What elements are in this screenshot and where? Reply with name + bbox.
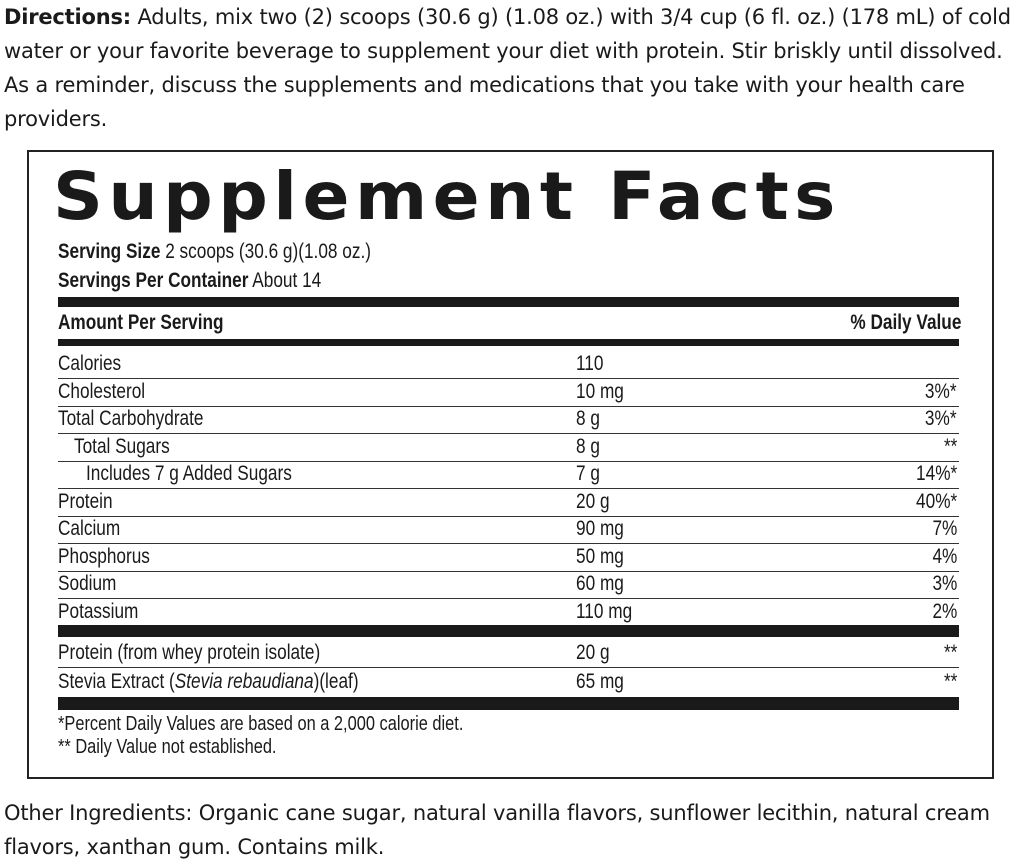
nutrient-amount: 8 g — [576, 407, 600, 430]
table-row: Total Carbohydrate 8 g 3%* — [58, 406, 959, 434]
nutrient-amount: 60 mg — [576, 572, 624, 595]
nutrient-amount: 65 mg — [576, 670, 624, 693]
serving-size-value: 2 scoops (30.6 g)(1.08 oz.) — [160, 240, 371, 263]
footnote-dv: *Percent Daily Values are based on a 2,0… — [58, 713, 464, 735]
name-part: )(leaf) — [313, 670, 359, 693]
daily-value-header: % Daily Value — [849, 311, 961, 334]
nutrient-name: Stevia Extract (Stevia rebaudiana)(leaf) — [58, 670, 359, 694]
amount-per-serving-header: Amount Per Serving — [58, 311, 224, 334]
thick-divider — [58, 697, 959, 710]
footnote-not-established: ** Daily Value not established. — [58, 736, 277, 758]
table-row: Potassium 110 mg 2% — [58, 599, 959, 626]
nutrient-dv: 2% — [932, 599, 957, 623]
serving-size-label: Serving Size — [58, 240, 161, 263]
table-row: Protein 20 g 40%* — [58, 489, 959, 517]
table-row: Includes 7 g Added Sugars 7 g 14%* — [58, 461, 959, 489]
nutrient-name: Phosphorus — [58, 544, 150, 568]
nutrient-amount: 110 — [576, 352, 604, 375]
thick-divider — [58, 625, 959, 637]
nutrient-amount: 90 mg — [576, 517, 624, 540]
nutrient-dv: 7% — [932, 517, 957, 540]
nutrient-dv: ** — [943, 641, 957, 664]
nutrient-amount: 50 mg — [576, 544, 624, 568]
nutrient-amount: 7 g — [576, 462, 600, 485]
nutrient-dv: 3% — [932, 572, 957, 595]
other-ingredients: Other Ingredients: Organic cane sugar, n… — [4, 801, 990, 859]
nutrient-name: Calcium — [58, 517, 121, 540]
nutrient-name: Total Carbohydrate — [58, 407, 204, 430]
name-part: Stevia Extract ( — [58, 670, 175, 693]
nutrient-amount: 10 mg — [576, 379, 624, 403]
nutrient-name: Protein — [58, 489, 113, 513]
table-row: Phosphorus 50 mg 4% — [58, 544, 959, 572]
nutrient-amount: 20 g — [576, 641, 610, 664]
latin-name: Stevia rebaudiana — [174, 670, 314, 693]
table-row: Stevia Extract (Stevia rebaudiana)(leaf)… — [58, 669, 959, 696]
table-row: Protein (from whey protein isolate) 20 g… — [58, 640, 959, 668]
nutrient-amount: 8 g — [576, 434, 600, 458]
nutrient-dv: 14%* — [915, 462, 957, 485]
servings-label: Servings Per Container — [58, 269, 249, 292]
nutrient-dv: 3%* — [925, 407, 957, 430]
table-row: Cholesterol 10 mg 3%* — [58, 379, 959, 407]
nutrient-amount: 20 g — [576, 489, 610, 513]
nutrient-name: Cholesterol — [58, 379, 146, 403]
panel-title: Supplement Facts — [53, 158, 841, 235]
servings-value: About 14 — [248, 269, 322, 292]
nutrient-dv: ** — [943, 434, 957, 458]
nutrient-name: Sodium — [58, 572, 117, 595]
table-row: Total Sugars 8 g ** — [58, 434, 959, 462]
directions-body: Adults, mix two (2) scoops (30.6 g) (1.0… — [4, 5, 1011, 131]
nutrient-dv: ** — [943, 670, 957, 693]
table-row: Sodium 60 mg 3% — [58, 571, 959, 599]
nutrient-name: Potassium — [58, 599, 139, 623]
nutrient-dv: 4% — [932, 544, 957, 568]
nutrient-dv: 3%* — [925, 379, 957, 403]
nutrient-amount: 110 mg — [576, 599, 633, 623]
thick-divider — [58, 339, 959, 346]
table-row: Calcium 90 mg 7% — [58, 516, 959, 544]
directions-text: Directions: Adults, mix two (2) scoops (… — [4, 0, 1024, 136]
nutrient-dv: 40%* — [915, 489, 957, 513]
nutrient-name: Calories — [58, 352, 122, 375]
thick-divider — [58, 297, 959, 307]
directions-label: Directions: — [4, 5, 131, 29]
nutrient-name: Total Sugars — [74, 434, 170, 458]
servings-per-container: Servings Per Container About 14 — [58, 269, 321, 293]
nutrient-name: Protein (from whey protein isolate) — [58, 641, 321, 664]
table-row: Calories 110 — [58, 351, 959, 379]
supplement-facts-panel: Supplement Facts Serving Size 2 scoops (… — [27, 150, 994, 779]
nutrient-name: Includes 7 g Added Sugars — [86, 462, 292, 485]
serving-size: Serving Size 2 scoops (30.6 g)(1.08 oz.) — [58, 240, 371, 264]
